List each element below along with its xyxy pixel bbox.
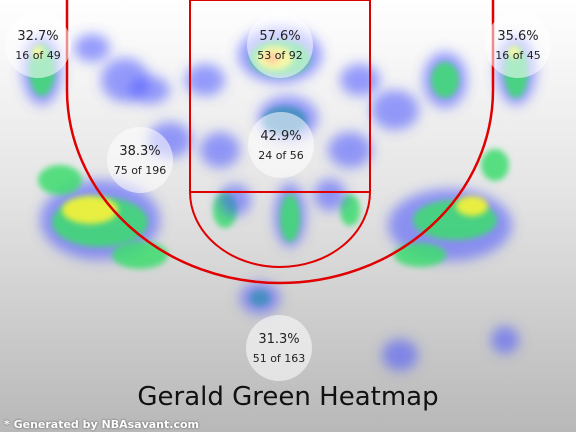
zone-percentage: 35.6% [497,29,538,44]
heat-blob [382,339,418,371]
zone-percentage: 38.3% [119,144,160,159]
zone-circle [247,12,313,78]
heat-blob [62,196,118,224]
heat-blob [200,132,240,168]
zone-circle [485,12,551,78]
heat-blob [280,194,300,242]
zone-made-attempts: 53 of 92 [257,49,303,62]
zone-left-midrange: 38.3% 75 of 196 [107,127,173,193]
zone-paint-non-ra: 42.9% 24 of 56 [248,112,314,178]
court-lines [65,0,495,285]
zone-circle [248,112,314,178]
zone-made-attempts: 16 of 45 [495,49,541,62]
zone-circle [246,315,312,381]
heat-blob [328,132,372,168]
paint-lane [189,0,371,193]
zone-percentage: 32.7% [17,29,58,44]
heat-blob [74,34,110,62]
heat-blob [491,326,519,354]
three-point-line [65,0,495,285]
zone-made-attempts: 51 of 163 [253,352,306,365]
zone-percentage: 42.9% [260,129,301,144]
heat-blob [394,243,446,267]
zone-made-attempts: 24 of 56 [258,149,304,162]
zone-percentage: 57.6% [259,29,300,44]
heat-blob [185,64,225,96]
zone-made-attempts: 75 of 196 [114,164,167,177]
heat-blob [456,196,488,216]
heat-blob [431,62,459,98]
zone-left-corner-3: 32.7% 16 of 49 [5,12,71,78]
heat-blob [340,64,380,96]
heat-blob [481,149,509,181]
zone-percentage: 31.3% [258,332,299,347]
chart-title: Gerald Green Heatmap [137,382,439,412]
zone-right-corner-3: 35.6% 16 of 45 [485,12,551,78]
heat-blob [340,194,360,226]
heat-blob [240,282,280,314]
free-throw-arc [189,191,371,268]
heat-blob [219,184,251,216]
heat-blob [112,241,168,269]
heat-blob [130,76,170,104]
heat-blob [314,179,346,211]
zone-circle [107,127,173,193]
zone-made-attempts: 16 of 49 [15,49,61,62]
credit-text: * Generated by NBAsavant.com [4,418,199,431]
heat-blob [38,165,82,195]
heat-blob [371,90,419,130]
zone-above-break-3: 31.3% 51 of 163 [246,315,312,381]
zone-restricted-area: 57.6% 53 of 92 [247,12,313,78]
zone-circle [5,12,71,78]
